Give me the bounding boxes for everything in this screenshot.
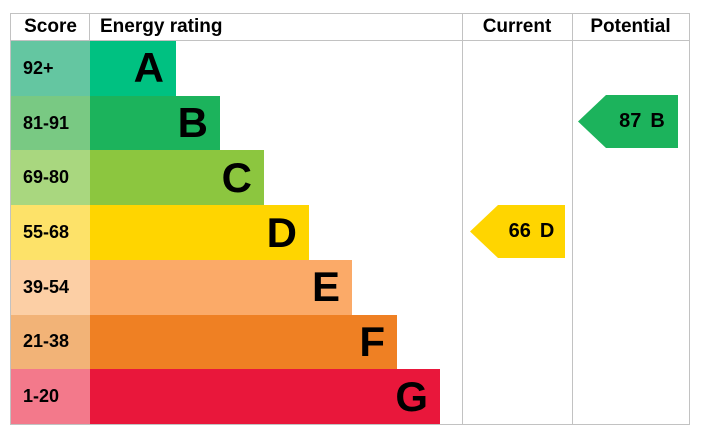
band-letter: C	[221, 153, 252, 201]
energy-rating-column-header: Energy rating	[100, 16, 223, 37]
band-row-f: 21-38 F	[11, 314, 689, 370]
current-column-header: Current	[482, 16, 552, 37]
potential-score-value: 87	[619, 110, 642, 132]
band-bar-e: E	[90, 259, 352, 315]
rating-current-divider	[462, 14, 463, 424]
score-column-header: Score	[24, 16, 77, 37]
band-row-a: 92+ A	[11, 41, 689, 96]
current-score-value: 66	[508, 220, 531, 242]
band-row-b: 81-91 B	[11, 95, 689, 151]
band-bar-a: A	[90, 41, 176, 96]
band-bar-d: D	[90, 205, 309, 260]
potential-band-letter: B	[650, 110, 665, 132]
score-column-divider	[89, 14, 90, 41]
band-row-d: 55-68 D	[11, 205, 689, 260]
score-range-label: 81-91	[23, 112, 70, 133]
band-bar-c: C	[90, 150, 264, 206]
potential-column-header: Potential	[590, 16, 671, 37]
band-row-c: 69-80 C	[11, 150, 689, 206]
score-cell-f: 21-38	[11, 314, 90, 370]
epc-chart: Score Energy rating Current Potential 92…	[10, 13, 690, 425]
band-bar-f: F	[90, 314, 397, 370]
score-cell-c: 69-80	[11, 150, 90, 206]
band-letter: E	[311, 263, 340, 311]
score-range-label: 39-54	[23, 276, 70, 297]
score-cell-b: 81-91	[11, 95, 90, 151]
current-band-letter: D	[539, 220, 555, 242]
score-cell-d: 55-68	[11, 205, 90, 260]
band-letter: D	[266, 208, 297, 256]
chart-header: Score Energy rating Current Potential	[11, 14, 689, 41]
band-bar-g: G	[90, 369, 440, 425]
band-row-g: 1-20 G	[11, 369, 689, 425]
score-cell-e: 39-54	[11, 259, 90, 315]
current-potential-divider	[572, 14, 573, 424]
band-letter: G	[395, 372, 428, 420]
score-range-label: 69-80	[23, 167, 70, 188]
band-letter: F	[359, 317, 385, 365]
band-letter: A	[133, 44, 164, 92]
score-range-label: 1-20	[23, 386, 60, 407]
score-range-label: 55-68	[23, 222, 70, 243]
band-rows: 92+ A 81-91 B 69-80 C 55-68 D 39-54 E 21…	[11, 41, 689, 425]
score-cell-a: 92+	[11, 41, 90, 96]
score-range-label: 21-38	[23, 331, 70, 352]
score-cell-g: 1-20	[11, 369, 90, 425]
band-row-e: 39-54 E	[11, 259, 689, 315]
band-letter: B	[177, 99, 208, 147]
score-range-label: 92+	[23, 57, 54, 78]
band-bar-b: B	[90, 95, 220, 151]
